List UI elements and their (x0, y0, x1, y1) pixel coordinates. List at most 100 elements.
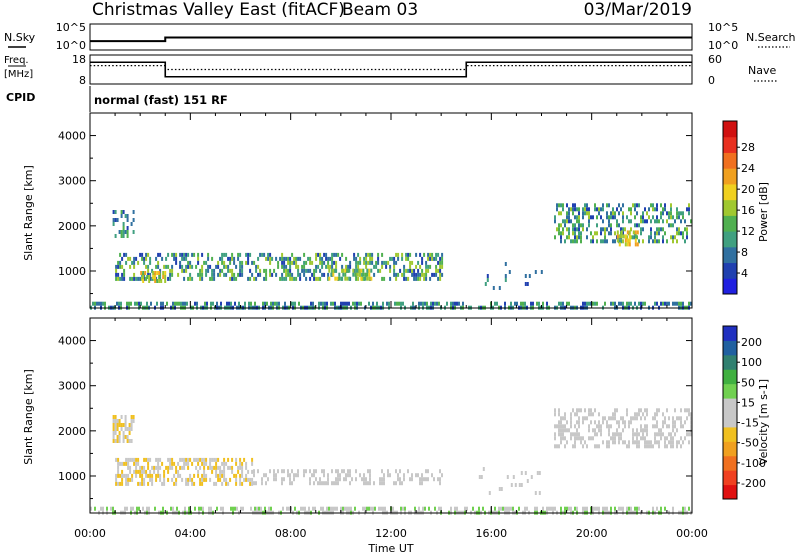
scatter-cell-5 (576, 239, 578, 244)
scatter-cell-4 (680, 408, 682, 413)
scatter-cell-1 (117, 457, 120, 462)
scatter-cell-0 (326, 301, 328, 306)
scatter-cell-6 (616, 238, 619, 243)
colorbar-segment (723, 383, 737, 399)
scatter-cell-1 (183, 461, 186, 466)
freq-frame (89, 54, 693, 85)
scatter-cell-5 (574, 227, 576, 232)
scatter-cell-0 (212, 301, 214, 306)
scatter-cell-5 (654, 235, 656, 240)
scatter-cell-4 (690, 412, 692, 417)
scatter-cell-1 (201, 473, 204, 478)
scatter-cell-2 (309, 477, 311, 482)
scatter-cell-1 (315, 256, 318, 261)
scatter-cell-0 (618, 301, 620, 306)
scatter-cell-4 (662, 424, 664, 429)
scatter-cell-2 (154, 271, 157, 275)
scatter-cell-4 (648, 444, 650, 449)
scatter-cell-1 (303, 252, 306, 257)
scatter-cell-1 (129, 477, 132, 482)
scatter-cell-5 (590, 215, 592, 220)
scatter-cell-1 (131, 260, 134, 265)
scatter-cell-1 (435, 272, 438, 277)
scatter-cell-1 (181, 264, 184, 269)
scatter-cell-3 (344, 272, 347, 277)
scatter-cell-3 (346, 268, 349, 273)
scatter-cell-2 (379, 481, 381, 486)
scatter-cell-5 (636, 203, 638, 208)
scatter-cell-1 (383, 260, 386, 265)
scatter-cell-1 (207, 252, 210, 257)
scatter-cell-2 (369, 469, 371, 474)
scatter-cell-1 (309, 276, 312, 281)
scatter-cell-1 (119, 473, 122, 478)
scatter-cell-4 (650, 444, 652, 449)
scatter-cell-5 (564, 219, 566, 224)
scatter-cell-1 (133, 276, 136, 281)
scatter-cell-1 (225, 252, 228, 257)
freq-right-tick-top: 60 (708, 53, 722, 66)
scatter-cell-5 (640, 219, 642, 224)
scatter-cell-1 (291, 272, 294, 277)
scatter-cell-0 (188, 506, 190, 511)
scatter-cell-1 (377, 268, 380, 273)
scatter-cell-4 (646, 432, 648, 437)
scatter-cell-0 (206, 301, 208, 306)
scatter-cell-1 (235, 481, 238, 486)
scatter-cell-6 (632, 230, 635, 235)
scatter-cell-2 (327, 481, 329, 486)
scatter-cell-0 (102, 506, 104, 511)
scatter-cell-5 (612, 211, 614, 216)
scatter-cell-5 (588, 211, 590, 216)
scatter-cell-1 (261, 252, 264, 257)
scatter-cell-1 (129, 465, 132, 470)
scatter-cell-1 (401, 252, 404, 257)
scatter-cell-4 (660, 428, 662, 433)
scatter-cell-1 (223, 473, 226, 478)
scatter-cell-5 (524, 471, 527, 475)
scatter-cell-5 (648, 207, 650, 212)
scatter-cell-4 (690, 428, 692, 433)
scatter-cell-0 (196, 301, 198, 306)
scatter-cell-2 (337, 469, 339, 474)
scatter-cell-1 (157, 260, 160, 265)
scatter-cell-5 (678, 231, 680, 236)
scatter-cell-4 (632, 416, 634, 421)
scatter-cell-1 (181, 268, 184, 273)
scatter-cell-4 (570, 412, 572, 417)
scatter-cell-0 (184, 506, 186, 511)
scatter-cell-5 (690, 219, 692, 224)
scatter-cell-5 (642, 211, 644, 216)
scatter-cell-1 (433, 272, 436, 277)
scatter-cell-4 (676, 440, 678, 445)
scatter-cell-0 (340, 301, 342, 306)
scatter-cell-1 (433, 256, 436, 261)
scatter-cell-4 (112, 218, 115, 222)
scatter-cell-0 (610, 506, 612, 511)
scatter-cell-1 (255, 268, 258, 273)
scatter-cell-3 (356, 272, 359, 277)
scatter-cell-0 (200, 506, 202, 511)
scatter-cell-2 (355, 469, 357, 474)
scatter-cell-1 (247, 256, 250, 261)
scatter-cell-2 (347, 473, 349, 478)
scatter-cell-4 (586, 444, 588, 449)
scatter-cell-0 (216, 301, 218, 306)
scatter-cell-1 (147, 252, 150, 257)
scatter-cell-0 (230, 506, 232, 511)
scatter-cell-1 (287, 256, 290, 261)
scatter-cell-1 (363, 260, 366, 265)
scatter-cell-1 (311, 260, 314, 265)
scatter-cell-2 (158, 279, 161, 283)
scatter-cell-0 (482, 506, 484, 511)
scatter-cell-1 (185, 481, 188, 486)
scatter-cell-1 (213, 268, 216, 273)
scatter-cell-2 (439, 481, 441, 486)
scatter-cell-1 (163, 264, 166, 269)
scatter-cell-0 (232, 506, 234, 511)
scatter-cell-4 (680, 436, 682, 441)
scatter-cell-5 (634, 203, 636, 208)
scatter-cell-3 (366, 272, 369, 277)
scatter-cell-3 (116, 435, 119, 439)
scatter-cell-1 (371, 256, 374, 261)
